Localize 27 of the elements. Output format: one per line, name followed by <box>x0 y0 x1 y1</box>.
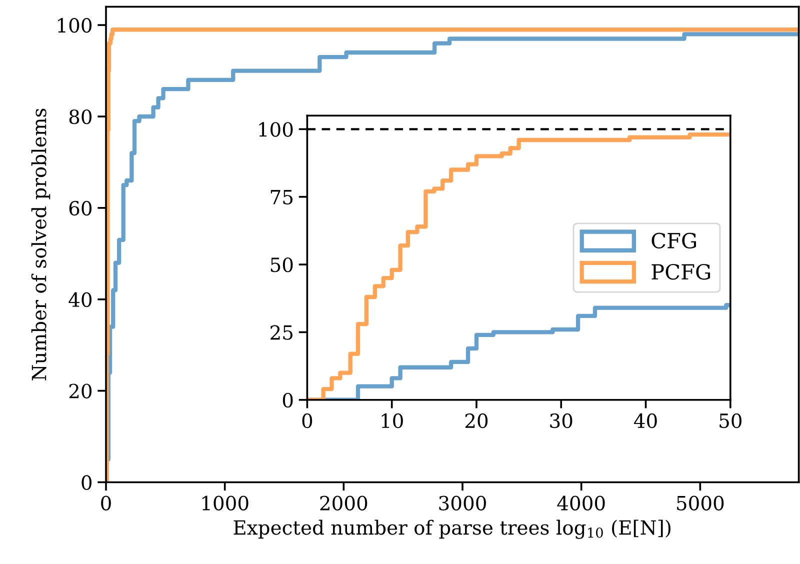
y-axis-title: Number of solved problems <box>31 108 50 380</box>
y-tick-label: 0 <box>282 392 293 408</box>
x-tick-label: 30 <box>550 413 572 428</box>
x-tick-label: 10 <box>382 413 403 428</box>
x-tick-label: 1000 <box>202 496 248 510</box>
x-tick-label: 0 <box>101 496 111 510</box>
x-tick-label: 4000 <box>557 496 605 510</box>
x-tick-label: 3000 <box>439 496 486 510</box>
x-tick-label: 5000 <box>677 496 724 510</box>
x-tick-label: 0 <box>302 413 312 428</box>
y-tick-label: 60 <box>69 200 92 216</box>
x-tick-label: 20 <box>465 413 488 428</box>
y-tick-label: 0 <box>82 475 92 490</box>
y-tick-label: 50 <box>270 257 293 272</box>
y-tick-label: 25 <box>270 325 293 340</box>
y-tick-label: 20 <box>69 384 92 398</box>
x-tick-label: 50 <box>720 413 742 428</box>
legend-label: PCFG <box>652 264 710 280</box>
legend-label: CFG <box>652 232 696 249</box>
y-tick-label: 40 <box>68 292 92 308</box>
y-tick-label: 80 <box>69 109 92 124</box>
y-tick-label: 100 <box>259 122 293 137</box>
y-tick-label: 75 <box>270 190 293 204</box>
x-tick-label: 2000 <box>320 496 368 510</box>
x-axis-title: Expected number of parse trees log$_{10}$ (E[N]) <box>234 520 670 539</box>
x-tick-label: 40 <box>634 413 657 428</box>
y-tick-label: 100 <box>58 18 92 33</box>
